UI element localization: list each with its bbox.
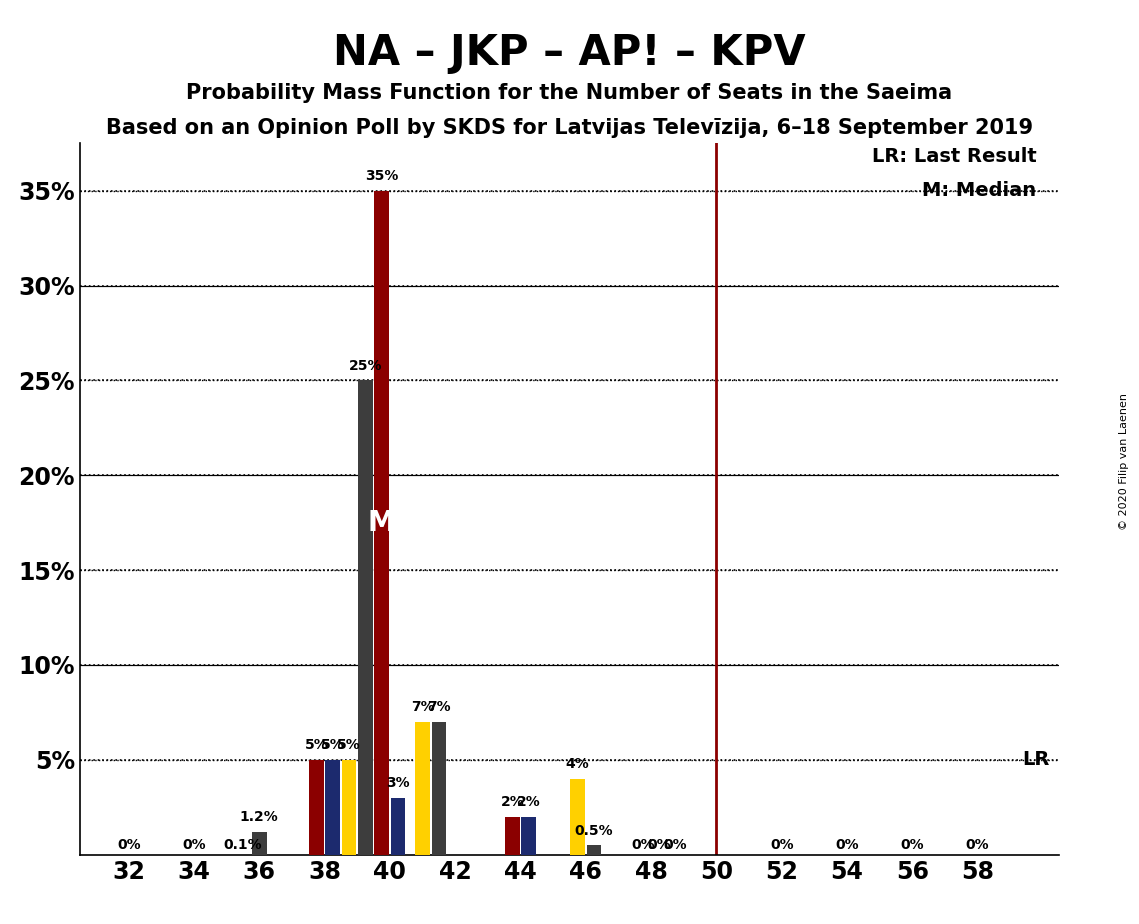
Text: 0.5%: 0.5% (575, 823, 613, 838)
Bar (571, 779, 585, 855)
Bar (391, 797, 405, 855)
Text: 1.2%: 1.2% (240, 810, 279, 824)
Text: © 2020 Filip van Laenen: © 2020 Filip van Laenen (1120, 394, 1129, 530)
Text: 7%: 7% (427, 700, 451, 714)
Text: 0%: 0% (182, 838, 206, 852)
Text: 2%: 2% (500, 796, 524, 809)
Text: 0.1%: 0.1% (223, 838, 262, 852)
Text: 0%: 0% (631, 838, 655, 852)
Text: 5%: 5% (321, 738, 345, 752)
Text: 0%: 0% (117, 838, 140, 852)
Bar (505, 817, 519, 855)
Text: 0%: 0% (664, 838, 688, 852)
Text: NA – JKP – AP! – KPV: NA – JKP – AP! – KPV (334, 32, 805, 74)
Text: 0%: 0% (647, 838, 671, 852)
Text: 0%: 0% (966, 838, 990, 852)
Text: LR: Last Result: LR: Last Result (871, 147, 1036, 166)
Text: 25%: 25% (349, 359, 383, 372)
Bar (522, 817, 536, 855)
Bar (416, 722, 429, 855)
Text: Probability Mass Function for the Number of Seats in the Saeima: Probability Mass Function for the Number… (187, 83, 952, 103)
Text: 0%: 0% (770, 838, 794, 852)
Text: 3%: 3% (386, 776, 410, 790)
Bar (358, 381, 372, 855)
Text: 5%: 5% (337, 738, 361, 752)
Bar (342, 760, 357, 855)
Text: Based on an Opinion Poll by SKDS for Latvijas Televīzija, 6–18 September 2019: Based on an Opinion Poll by SKDS for Lat… (106, 118, 1033, 139)
Text: M: Median: M: Median (923, 181, 1036, 201)
Text: 4%: 4% (566, 758, 590, 772)
Bar (587, 845, 601, 855)
Text: 2%: 2% (517, 796, 541, 809)
Bar (432, 722, 446, 855)
Bar (252, 832, 267, 855)
Text: 7%: 7% (411, 700, 434, 714)
Bar (375, 190, 390, 855)
Bar (309, 760, 323, 855)
Text: M: M (368, 509, 395, 537)
Text: 0%: 0% (835, 838, 859, 852)
Text: 5%: 5% (304, 738, 328, 752)
Text: 0%: 0% (901, 838, 924, 852)
Text: LR: LR (1022, 750, 1049, 770)
Text: 35%: 35% (366, 169, 399, 183)
Bar (326, 760, 341, 855)
